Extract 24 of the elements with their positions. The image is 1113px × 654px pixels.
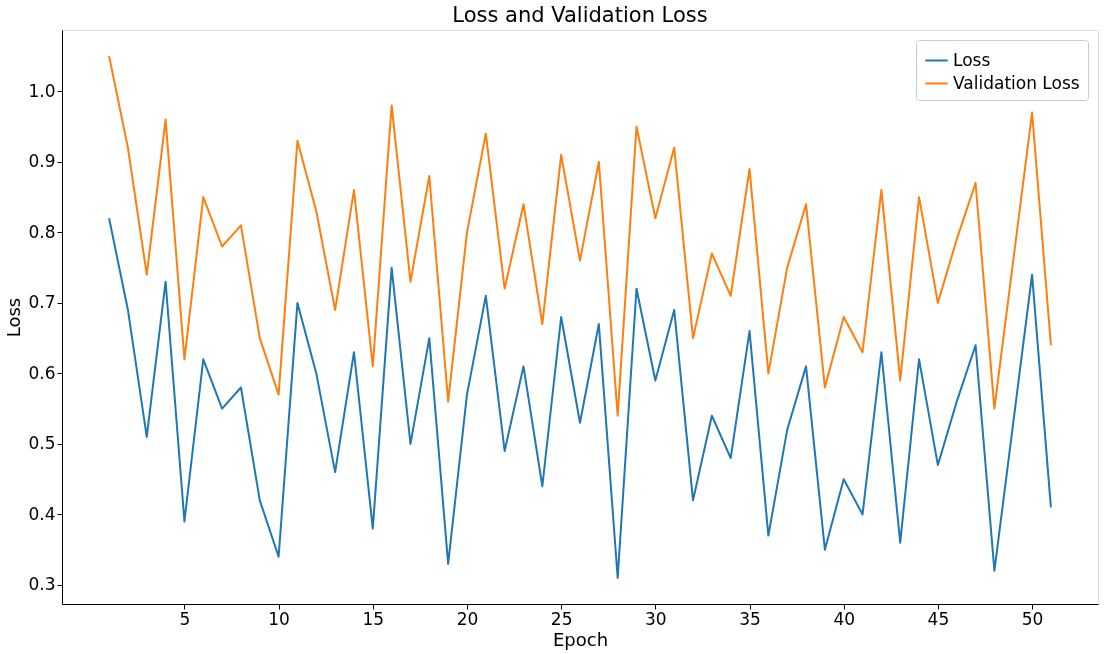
- y-axis-title: Loss: [3, 297, 25, 338]
- x-axis-title: Epoch: [552, 628, 609, 650]
- x-tick-label: 20: [456, 608, 479, 629]
- line-series: [108, 217, 1052, 579]
- x-tick-label: 45: [927, 608, 950, 629]
- legend-label: Loss: [953, 49, 991, 70]
- y-tick-label: 0.7: [28, 292, 56, 313]
- x-tick-label: 10: [268, 608, 290, 629]
- y-tick-label: 0.8: [28, 221, 56, 242]
- x-tick-label: 40: [833, 608, 856, 629]
- y-tick-label: 0.5: [28, 433, 56, 454]
- x-tick-label: 15: [362, 608, 385, 629]
- x-tick-label: 50: [1021, 608, 1044, 629]
- x-tick-label: 25: [550, 608, 573, 629]
- x-tick-label: 5: [179, 608, 191, 629]
- legend-label: Validation Loss: [953, 72, 1080, 93]
- y-tick-label: 1.0: [28, 80, 56, 101]
- y-tick-label: 0.6: [28, 362, 56, 383]
- y-tick-label: 0.3: [28, 574, 56, 595]
- chart-title: Loss and Validation Loss: [452, 3, 708, 27]
- x-tick-label: 35: [739, 608, 761, 629]
- x-tick-label: 30: [645, 608, 667, 629]
- y-tick-label: 0.9: [28, 151, 56, 172]
- y-tick-label: 0.4: [28, 503, 56, 524]
